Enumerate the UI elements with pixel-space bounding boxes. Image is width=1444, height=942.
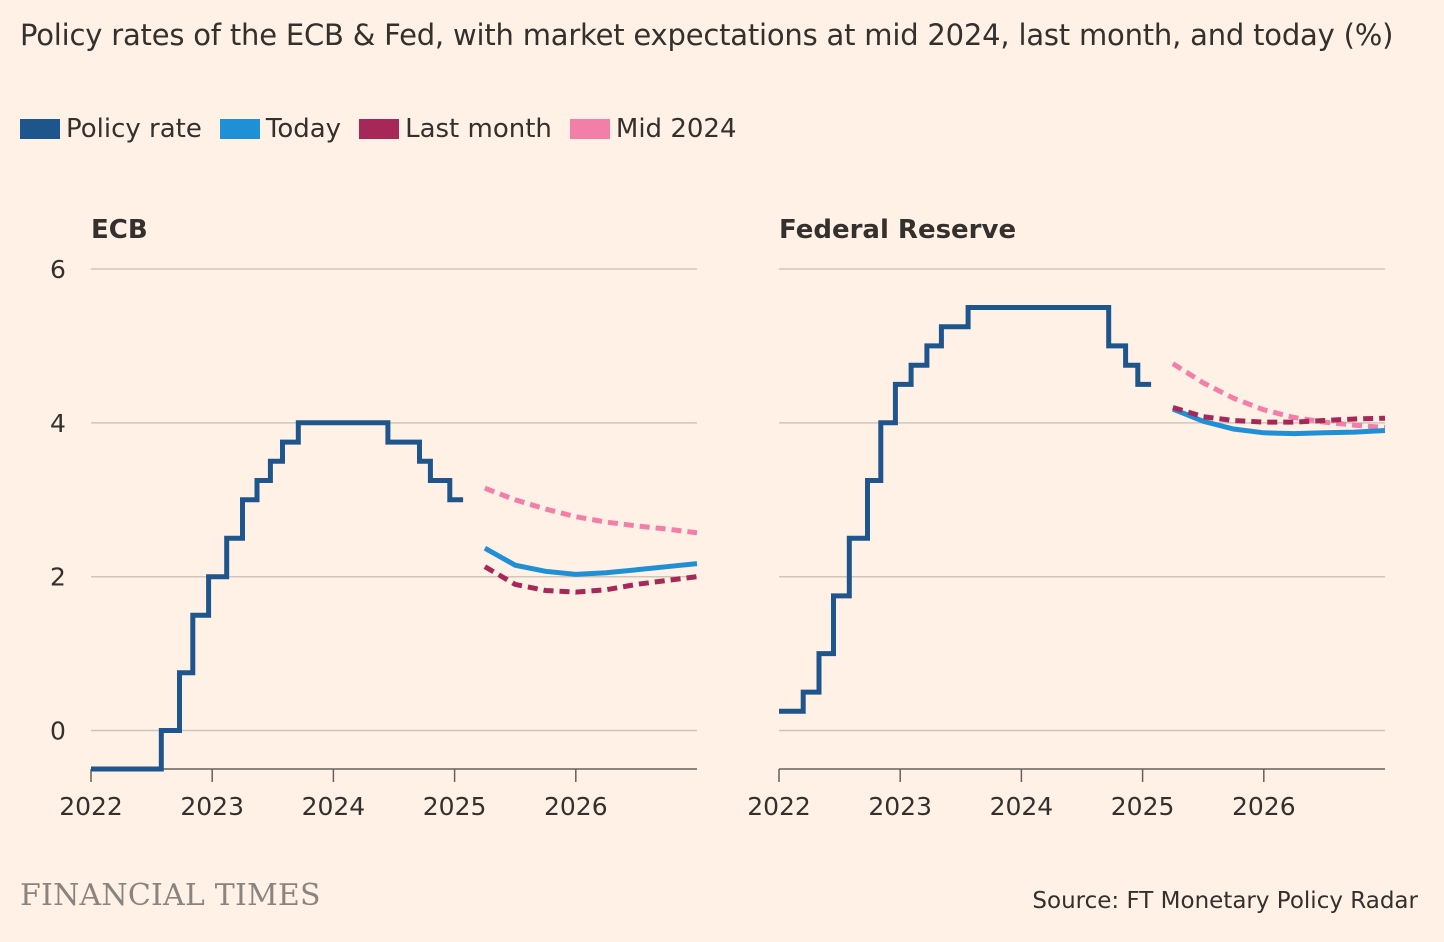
legend-label-mid-2024: Mid 2024 [615,114,737,144]
legend-item-last-month: Last month [359,114,552,144]
x-tick-label: 2023 [868,792,932,821]
panel-federal-reserve: Federal Reserve 2022 2023 2024 2025 2026 [747,215,1386,821]
x-tick-label: 2026 [544,792,608,821]
legend-swatch-mid-2024 [569,119,610,139]
y-tick-label: 4 [50,409,66,438]
legend: Policy rate Today Last month Mid 2024 [20,114,754,144]
legend-item-policy-rate: Policy rate [20,114,202,144]
legend-item-mid-2024: Mid 2024 [569,114,737,144]
source-note: Source: FT Monetary Policy Radar [1032,888,1418,914]
series-line-policy-rate-federal-reserve [779,305,1152,714]
series-line-today-federal-reserve [1171,406,1386,437]
legend-label-policy-rate: Policy rate [66,114,202,144]
chart-title: Policy rates of the ECB & Fed, with mark… [20,18,1394,52]
panel-title-federal-reserve: Federal Reserve [779,215,1016,245]
legend-swatch-last-month [359,119,400,139]
legend-label-today: Today [265,114,342,144]
x-tick-label: 2022 [747,792,811,821]
series-line-mid-2024-ecb [484,485,698,536]
series-line-today-ecb [483,546,698,577]
x-tick-label: 2024 [302,792,366,821]
x-tick-label: 2022 [59,792,123,821]
y-tick-label: 6 [50,255,66,284]
legend-swatch-today [219,119,260,139]
x-tick-label: 2023 [180,792,244,821]
series-line-last-month-ecb [483,564,698,595]
panel-title-ecb: ECB [91,215,148,245]
y-tick-label: 2 [50,563,66,592]
series-line-last-month-federal-reserve [1172,405,1386,425]
y-tick-label: 0 [50,717,66,746]
x-tick-label: 2024 [990,792,1054,821]
legend-swatch-policy-rate [20,119,60,139]
legend-item-today: Today [219,114,342,144]
series-line-mid-2024-federal-reserve [1171,361,1386,430]
x-tick-label: 2026 [1232,792,1296,821]
panel-ecb: ECB 0 2 4 6 2022 2023 2024 2025 2026 [50,215,698,821]
ft-logo: FINANCIAL TIMES [20,878,321,913]
x-tick-label: 2025 [423,792,487,821]
x-tick-label: 2025 [1111,792,1175,821]
legend-label-last-month: Last month [405,114,552,144]
series-line-policy-rate-ecb [91,420,464,772]
